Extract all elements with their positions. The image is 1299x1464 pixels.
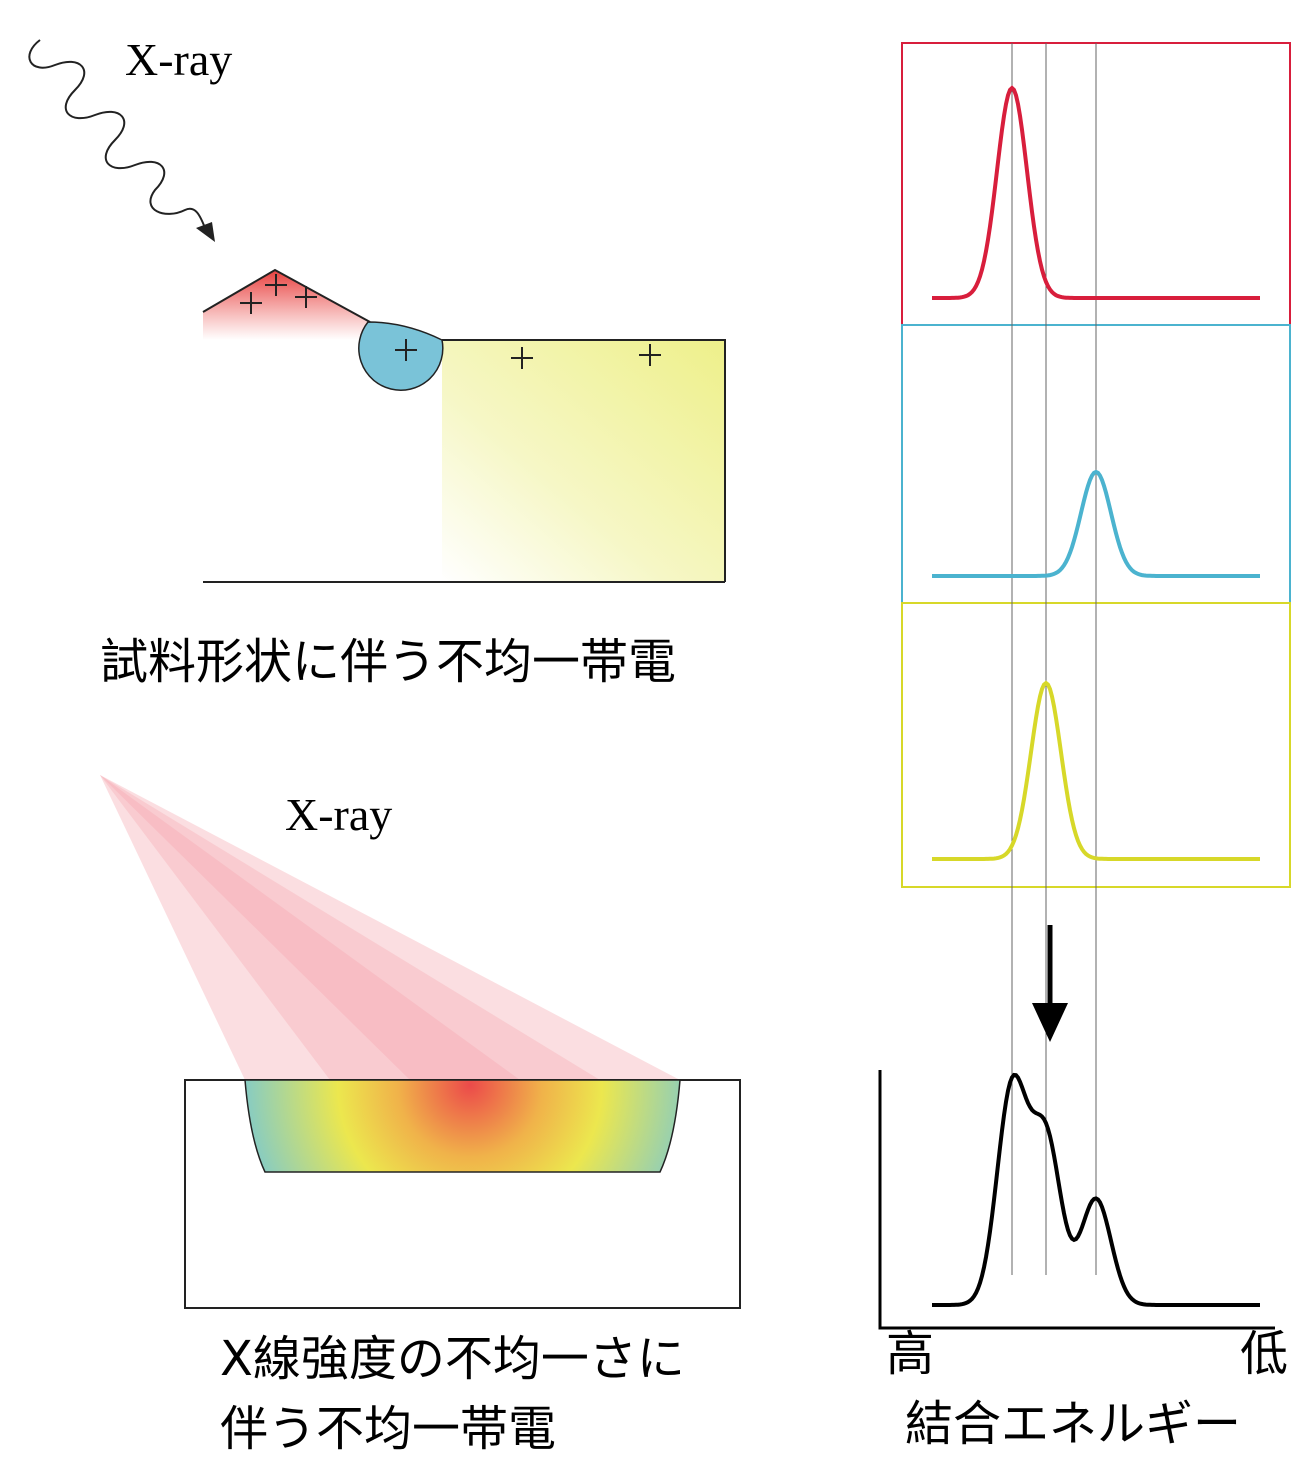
diagram: X-ray 試料形状に伴う不均一帯電 X-ray X線強度の不均一さに 伴う不均…: [0, 0, 1299, 1464]
charged-region: [245, 1080, 680, 1172]
xray-label: X-ray: [125, 34, 232, 85]
down-arrow-head: [1032, 1003, 1068, 1042]
axes: [880, 1070, 1275, 1328]
red-particle: [203, 270, 370, 340]
arrow-head: [196, 222, 215, 242]
xray-label: X-ray: [285, 789, 392, 840]
low-label: 低: [1240, 1326, 1288, 1382]
caption: 試料形状に伴う不均一帯電: [100, 634, 676, 690]
axis-label: 結合エネルギー: [905, 1396, 1241, 1452]
caption-line: 伴う不均一帯電: [220, 1401, 556, 1457]
caption-line: X線強度の不均一さに: [220, 1331, 685, 1387]
high-label: 高: [886, 1326, 934, 1382]
blue-particle: [359, 322, 443, 390]
yellow-block: [442, 340, 725, 582]
